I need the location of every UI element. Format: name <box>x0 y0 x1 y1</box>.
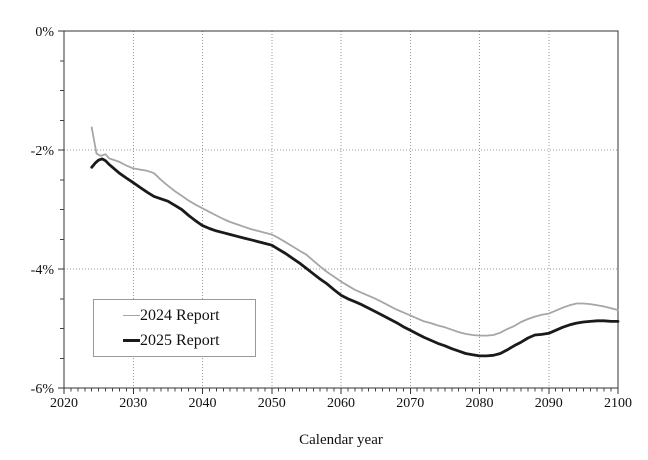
series-line-2024-report <box>90 126 619 337</box>
legend-label: 2025 Report <box>140 331 220 349</box>
legend-item: 2025 Report <box>123 331 255 349</box>
series-line-2025-report <box>90 157 620 358</box>
x-axis-title: Calendar year <box>299 432 383 448</box>
x-tick-label: 2100 <box>604 396 632 411</box>
legend-label: 2024 Report <box>140 306 220 324</box>
y-tick-label: -2% <box>31 144 55 159</box>
x-tick-label: 2030 <box>119 396 147 411</box>
x-tick-label: 2040 <box>189 396 217 411</box>
y-tick-label: 0% <box>35 25 54 40</box>
x-tick-label: 2070 <box>396 396 424 411</box>
x-tick-label: 2020 <box>50 396 78 411</box>
legend-line-sample-2024 <box>123 314 140 317</box>
legend: 2024 Report 2025 Report <box>93 299 256 357</box>
x-tick-label: 2060 <box>327 396 355 411</box>
legend-line-sample-2025 <box>123 339 140 342</box>
x-tick-label: 2080 <box>466 396 494 411</box>
x-tick-label: 2050 <box>258 396 286 411</box>
y-tick-label: -6% <box>31 382 55 397</box>
legend-item: 2024 Report <box>123 306 255 324</box>
x-tick-label: 2090 <box>535 396 563 411</box>
y-tick-label: -4% <box>31 263 55 278</box>
